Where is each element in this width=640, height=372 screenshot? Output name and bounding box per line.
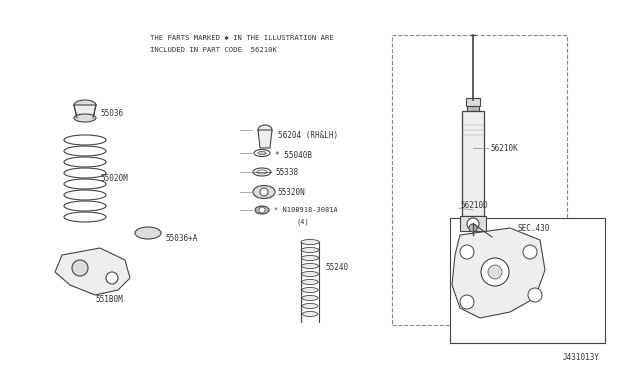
Ellipse shape — [74, 100, 96, 110]
Ellipse shape — [74, 114, 96, 122]
Text: 55338: 55338 — [275, 167, 298, 176]
Ellipse shape — [64, 135, 106, 145]
Circle shape — [469, 224, 477, 232]
Bar — [462, 111, 484, 216]
Ellipse shape — [254, 150, 270, 157]
Text: 55036+A: 55036+A — [165, 234, 197, 243]
Circle shape — [106, 272, 118, 284]
Ellipse shape — [258, 125, 272, 135]
Ellipse shape — [258, 151, 266, 154]
Bar — [466, 98, 480, 106]
Ellipse shape — [64, 168, 106, 178]
Ellipse shape — [301, 263, 319, 269]
Ellipse shape — [253, 186, 275, 199]
Text: 56210K: 56210K — [490, 144, 518, 153]
Circle shape — [467, 218, 479, 230]
Ellipse shape — [301, 247, 319, 253]
Bar — [460, 216, 486, 231]
Circle shape — [259, 207, 265, 213]
Ellipse shape — [302, 311, 317, 317]
Ellipse shape — [64, 212, 106, 222]
Circle shape — [72, 260, 88, 276]
Text: INCLUDED IN PART CODE  56210K: INCLUDED IN PART CODE 56210K — [150, 47, 277, 53]
Bar — [392, 35, 567, 325]
Text: * 55040B: * 55040B — [275, 151, 312, 160]
Text: 55036: 55036 — [100, 109, 123, 118]
Circle shape — [260, 188, 268, 196]
Ellipse shape — [64, 146, 106, 156]
Polygon shape — [452, 228, 545, 318]
Ellipse shape — [64, 179, 106, 189]
Text: 56204 (RH&LH): 56204 (RH&LH) — [278, 131, 338, 140]
Ellipse shape — [64, 190, 106, 200]
Circle shape — [460, 295, 474, 309]
Ellipse shape — [257, 170, 267, 174]
Ellipse shape — [301, 279, 318, 285]
Ellipse shape — [64, 157, 106, 167]
Text: 55240: 55240 — [325, 263, 348, 273]
Text: SEC.430: SEC.430 — [518, 224, 550, 232]
Text: 56210D: 56210D — [460, 201, 488, 209]
Ellipse shape — [253, 168, 271, 176]
Bar — [450, 218, 605, 343]
Text: THE PARTS MARKED ✱ IN THE ILLUSTRATION ARE: THE PARTS MARKED ✱ IN THE ILLUSTRATION A… — [150, 35, 333, 41]
Text: (4): (4) — [297, 219, 310, 225]
Text: 55320N: 55320N — [277, 187, 305, 196]
Polygon shape — [258, 130, 272, 148]
Ellipse shape — [301, 256, 319, 260]
Text: 551B0M: 551B0M — [95, 295, 123, 305]
Ellipse shape — [302, 295, 318, 301]
Text: 55020M: 55020M — [100, 173, 128, 183]
Ellipse shape — [64, 201, 106, 211]
Ellipse shape — [302, 288, 318, 292]
Ellipse shape — [255, 206, 269, 214]
Circle shape — [523, 245, 537, 259]
Bar — [467, 106, 479, 111]
Circle shape — [488, 265, 502, 279]
Ellipse shape — [135, 227, 161, 239]
Circle shape — [460, 245, 474, 259]
Polygon shape — [74, 105, 96, 118]
Text: J431013Y: J431013Y — [563, 353, 600, 362]
Ellipse shape — [302, 304, 318, 308]
Circle shape — [528, 288, 542, 302]
Text: * N10B918-3081A: * N10B918-3081A — [274, 207, 338, 213]
Circle shape — [481, 258, 509, 286]
Ellipse shape — [301, 272, 318, 276]
Ellipse shape — [301, 240, 319, 244]
Polygon shape — [55, 248, 130, 295]
